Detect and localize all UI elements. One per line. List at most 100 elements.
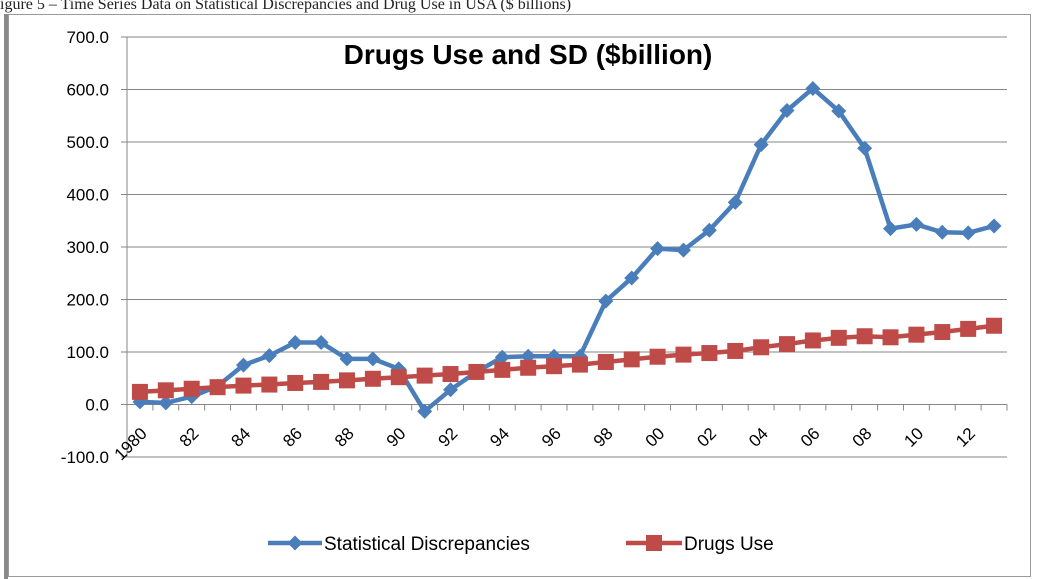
data-point xyxy=(157,382,174,399)
x-tick-label: 92 xyxy=(435,424,462,451)
data-point xyxy=(908,326,925,343)
data-point xyxy=(960,225,976,241)
data-point xyxy=(934,224,950,240)
chart-frame xyxy=(8,14,1031,577)
axes xyxy=(121,36,1008,458)
data-point xyxy=(313,335,329,351)
data-point xyxy=(598,293,614,309)
data-point xyxy=(390,369,407,386)
x-tick-labels: 1980 82 84 86 88 90 92 94 96 98 00 02 04 06 08 10 12 xyxy=(111,424,979,464)
y-tick-label: 500.0 xyxy=(66,133,109,152)
x-tick-label: 96 xyxy=(538,424,565,451)
data-point xyxy=(442,366,459,383)
y-tick-label: 600.0 xyxy=(66,81,109,100)
x-tick-label: 82 xyxy=(176,424,203,451)
data-point xyxy=(443,382,459,398)
data-point xyxy=(417,403,433,419)
y-tick-label: 700.0 xyxy=(66,28,109,47)
x-tick-label: 10 xyxy=(900,424,927,451)
data-point xyxy=(235,357,251,373)
data-point xyxy=(416,367,433,384)
legend-marker xyxy=(287,535,303,551)
data-point xyxy=(831,103,847,119)
data-point xyxy=(934,324,951,341)
data-point xyxy=(675,242,691,258)
gridlines xyxy=(127,36,1007,458)
data-point xyxy=(882,329,899,346)
legend: Statistical Discrepancies Drugs Use xyxy=(268,534,774,555)
data-point xyxy=(857,140,873,156)
data-point xyxy=(753,137,769,153)
data-point xyxy=(624,270,640,286)
x-tick-label: 84 xyxy=(227,424,254,451)
data-point xyxy=(675,346,692,363)
legend-label: Statistical Discrepancies xyxy=(324,534,530,555)
data-point xyxy=(986,317,1003,334)
x-tick-label: 88 xyxy=(331,424,358,451)
y-tick-label: -100.0 xyxy=(61,448,109,467)
data-point xyxy=(287,335,303,351)
data-point xyxy=(779,336,795,353)
series-line xyxy=(139,323,995,395)
data-point xyxy=(986,218,1002,234)
data-point xyxy=(364,370,381,387)
data-point xyxy=(546,358,563,375)
data-point xyxy=(597,353,614,370)
x-tick-label: 08 xyxy=(849,424,876,451)
legend-item: Statistical Discrepancies xyxy=(268,534,530,555)
data-point xyxy=(649,348,666,365)
data-point xyxy=(856,328,873,345)
data-point xyxy=(131,383,148,400)
legend-label: Drugs Use xyxy=(684,534,774,555)
series-drugs-use xyxy=(131,317,1003,400)
data-point xyxy=(235,377,252,394)
data-point xyxy=(209,379,226,396)
data-point xyxy=(313,373,330,390)
x-tick-label: 98 xyxy=(590,424,617,451)
x-tick-label: 00 xyxy=(642,424,669,451)
data-point xyxy=(908,216,924,232)
data-point xyxy=(339,372,355,389)
data-point xyxy=(779,103,795,118)
y-tick-label: 100.0 xyxy=(66,343,109,362)
x-tick-label: 94 xyxy=(486,424,513,451)
data-point xyxy=(804,332,821,349)
data-point xyxy=(753,339,770,356)
data-point xyxy=(183,380,200,397)
data-point xyxy=(158,395,174,411)
data-point xyxy=(287,374,304,391)
data-point xyxy=(261,348,277,364)
series-line xyxy=(139,86,995,414)
y-tick-label: 300.0 xyxy=(66,238,109,257)
data-point xyxy=(960,320,977,337)
x-tick-label: 1980 xyxy=(111,424,151,464)
data-point xyxy=(468,363,485,380)
chart-frame-shadow xyxy=(4,14,8,579)
data-point xyxy=(571,356,588,373)
series-statistical-discrepancies xyxy=(132,80,1002,419)
data-point xyxy=(701,222,717,238)
data-point xyxy=(261,376,278,393)
data-point xyxy=(623,351,640,368)
data-point xyxy=(727,194,743,210)
data-point xyxy=(520,359,537,376)
data-point xyxy=(494,349,510,365)
data-point xyxy=(365,351,381,367)
legend-item: Drugs Use xyxy=(626,534,774,555)
data-point xyxy=(883,221,899,237)
data-point xyxy=(339,351,355,367)
data-point xyxy=(701,345,718,362)
x-tick-label: 02 xyxy=(693,424,720,451)
data-point xyxy=(830,329,847,346)
chart-title: Drugs Use and SD ($billion) xyxy=(344,39,713,70)
x-tick-label: 06 xyxy=(797,424,824,451)
y-tick-label: 400.0 xyxy=(66,186,109,205)
data-point xyxy=(727,342,744,359)
figure-caption: igure 5 – Time Series Data on Statistica… xyxy=(0,0,572,13)
data-point xyxy=(494,361,511,378)
y-tick-label: 0.0 xyxy=(85,396,109,415)
x-tick-label: 12 xyxy=(952,424,979,451)
x-tick-label: 04 xyxy=(745,424,772,451)
y-tick-label: 200.0 xyxy=(66,291,109,310)
